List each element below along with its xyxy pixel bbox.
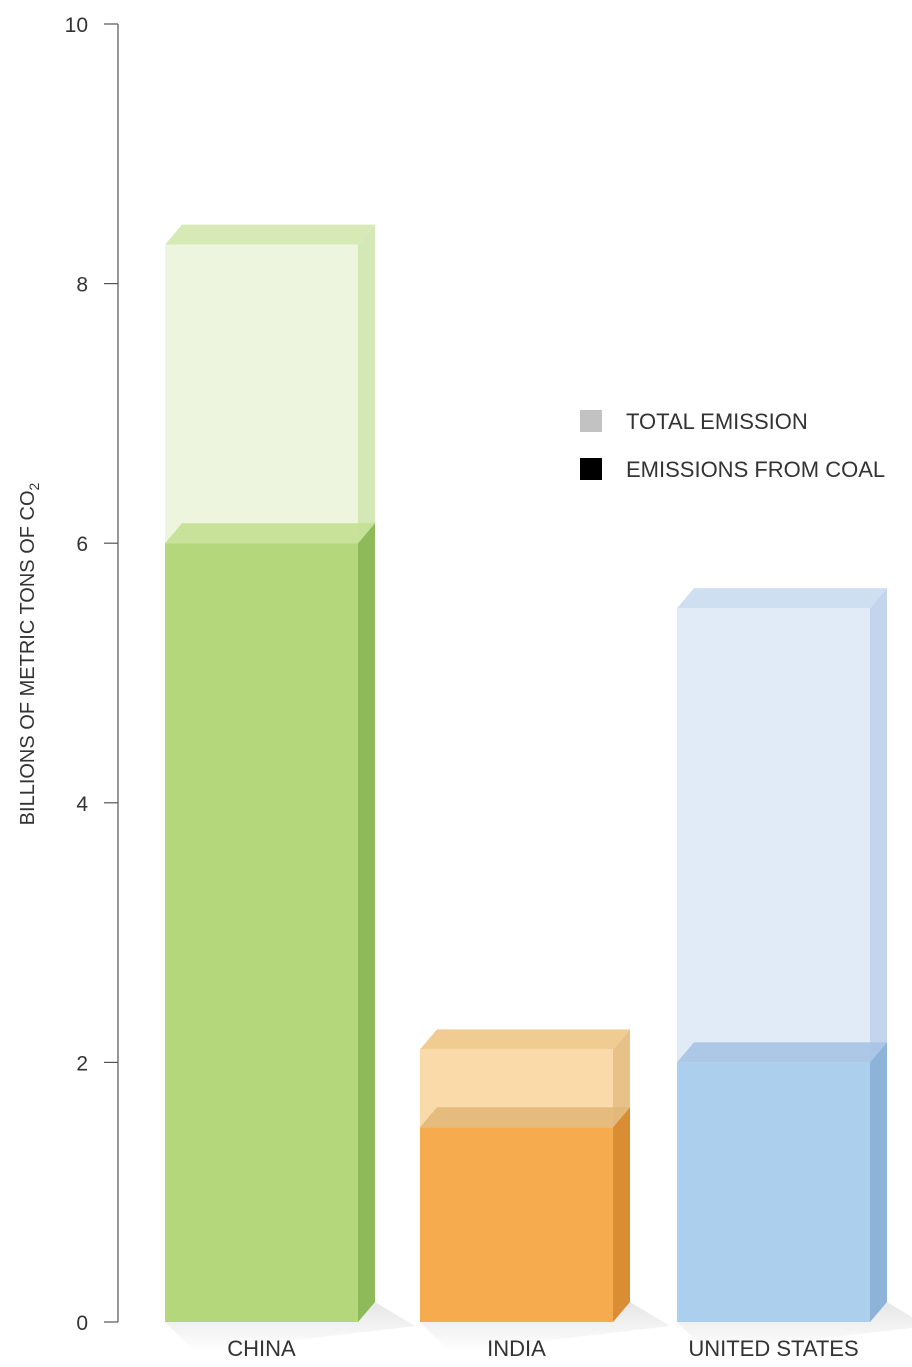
bars-layer [165,224,887,1322]
y-axis: 0 2 4 6 8 10 [65,14,119,1335]
bar-total-top-india [420,1029,630,1050]
bar-total-top-china [165,224,375,245]
bar-coal-side-china [358,523,375,1322]
bar-coal-india [420,1127,613,1322]
y-tick-label: 8 [76,274,88,297]
x-category-label-united-states: UNITED STATES [688,1336,858,1361]
legend-swatch-emissions-from-coal [580,458,602,480]
y-tick-label: 6 [76,533,88,556]
bar-total-top-united-states [677,588,887,609]
y-tick-label: 0 [76,1312,88,1335]
bar-coal-top-united-states [677,1042,887,1063]
bar-group-united-states [677,588,887,1322]
bar-coal-side-united-states [870,1042,887,1322]
legend-swatch-total-emission [580,410,602,432]
x-category-label-china: CHINA [227,1336,296,1361]
bar-coal-top-china [165,523,375,544]
legend: TOTAL EMISSION EMISSIONS FROM COAL [580,409,885,482]
bar-group-china [165,224,375,1322]
bar-coal-united-states [677,1062,870,1322]
legend-label-total-emission: TOTAL EMISSION [626,409,808,434]
y-tick-label: 4 [76,793,88,816]
bar-coal-china [165,543,358,1322]
y-axis-title: BILLIONS OF METRIC TONS OF CO2 [17,482,42,825]
bar-coal-top-india [420,1107,630,1128]
y-tick-label: 2 [76,1052,88,1075]
bar-group-india [420,1029,630,1322]
bar-coal-side-india [613,1107,630,1322]
y-tick-label: 10 [65,14,88,37]
x-category-label-india: INDIA [487,1336,546,1361]
x-axis-labels: CHINA INDIA UNITED STATES [227,1336,858,1361]
legend-label-emissions-from-coal: EMISSIONS FROM COAL [626,457,885,482]
